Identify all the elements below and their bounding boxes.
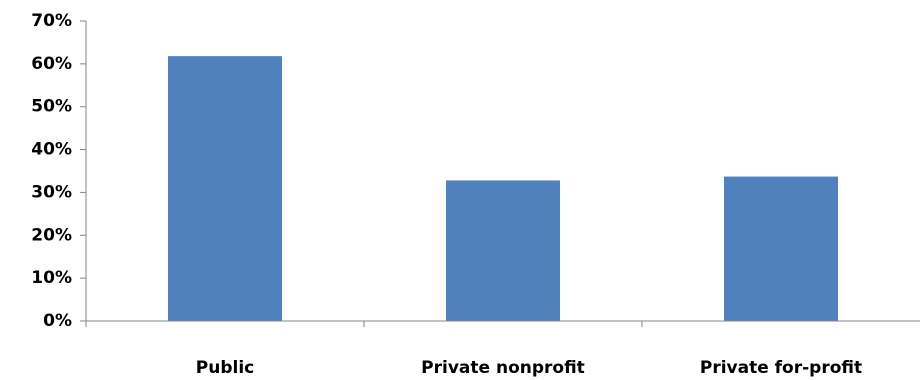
x-ticks xyxy=(85,321,643,327)
x-category-label: Private for-profit xyxy=(700,358,862,378)
bar-private-nonprofit xyxy=(446,180,560,321)
x-category-label: Private nonprofit xyxy=(421,358,585,378)
x-labels: Public Private nonprofit Private for-profi… xyxy=(196,358,862,378)
bar-public xyxy=(168,56,282,322)
y-axis: 0% 10% 20% 30% 40% 50% 60% 70% xyxy=(31,11,87,331)
y-tick-label: 60% xyxy=(31,54,72,74)
y-tick-label: 0% xyxy=(43,311,72,331)
x-axis: Public Private nonprofit Private for-profi… xyxy=(85,320,920,378)
y-tick-label: 40% xyxy=(31,140,72,160)
y-tick-label: 30% xyxy=(31,182,72,202)
y-tick-label: 50% xyxy=(31,97,72,117)
x-category-label: Public xyxy=(196,358,254,378)
bars xyxy=(168,56,838,322)
y-ticks: 0% 10% 20% 30% 40% 50% 60% 70% xyxy=(31,11,86,331)
bar-private-for-profit xyxy=(724,176,838,321)
y-tick-label: 10% xyxy=(31,268,72,288)
y-tick-label: 70% xyxy=(31,11,72,31)
y-tick-label: 20% xyxy=(31,225,72,245)
